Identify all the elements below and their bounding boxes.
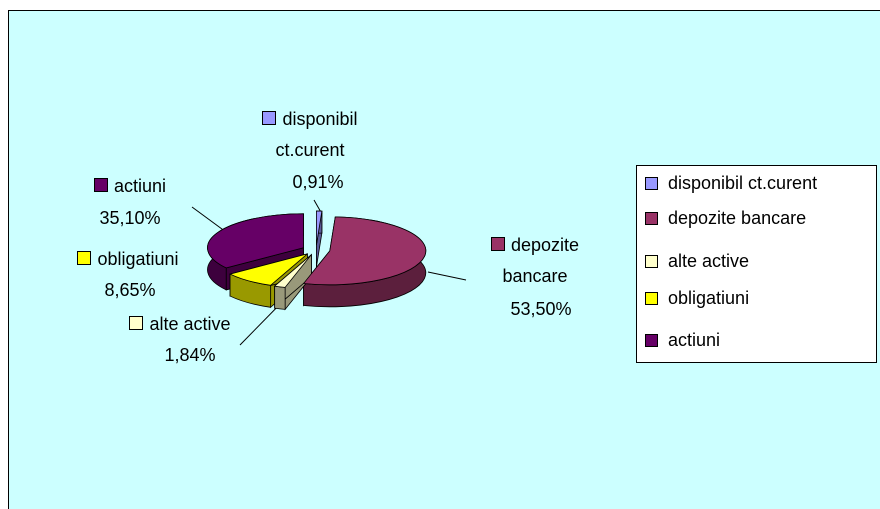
data-value-label: 8,65% <box>104 280 156 300</box>
data-value-label: 0,91% <box>292 172 344 192</box>
label-swatch <box>77 251 92 266</box>
label-name: obligatiuni <box>97 249 179 269</box>
legend: disponibil ct.curent depozite bancare alte… <box>645 173 817 350</box>
slice <box>207 213 304 269</box>
slice <box>316 210 323 246</box>
legend-swatch <box>645 334 658 347</box>
legend-swatch <box>645 212 658 225</box>
data-label: depozite bancare <box>470 230 600 292</box>
legend-label: disponibil ct.curent <box>668 173 817 193</box>
data-label: disponibil ct.curent <box>230 104 390 166</box>
label-swatch <box>93 178 108 193</box>
legend-label: actiuni <box>668 330 720 350</box>
slice <box>273 254 312 288</box>
leader-line <box>191 206 227 233</box>
label-name: depozite bancare <box>502 235 580 286</box>
label-swatch <box>262 111 277 126</box>
slice-side <box>274 285 286 310</box>
legend-box <box>636 165 877 363</box>
data-value-label: 53,50% <box>510 299 572 319</box>
label-name: disponibil ct.curent <box>275 109 358 160</box>
legend-swatch <box>645 255 658 268</box>
slice <box>302 216 427 286</box>
leader-line <box>427 271 467 281</box>
legend-swatch <box>645 292 658 305</box>
legend-label: depozite bancare <box>668 208 806 228</box>
legend-label: obligatiuni <box>668 288 749 308</box>
label-swatch <box>490 237 505 252</box>
legend-swatch <box>645 177 658 190</box>
legend-label: alte active <box>668 251 749 271</box>
label-name: alte active <box>149 314 231 334</box>
slice <box>228 253 308 286</box>
data-value-label: 35,10% <box>99 208 161 228</box>
pie <box>207 210 427 311</box>
data-value-label: 1,84% <box>164 345 216 365</box>
label-name: actiuni <box>113 176 167 196</box>
label-swatch <box>129 316 144 331</box>
data-label: obligatiuni <box>38 244 218 275</box>
data-label: alte active <box>95 309 265 340</box>
data-label: actiuni <box>70 171 190 202</box>
